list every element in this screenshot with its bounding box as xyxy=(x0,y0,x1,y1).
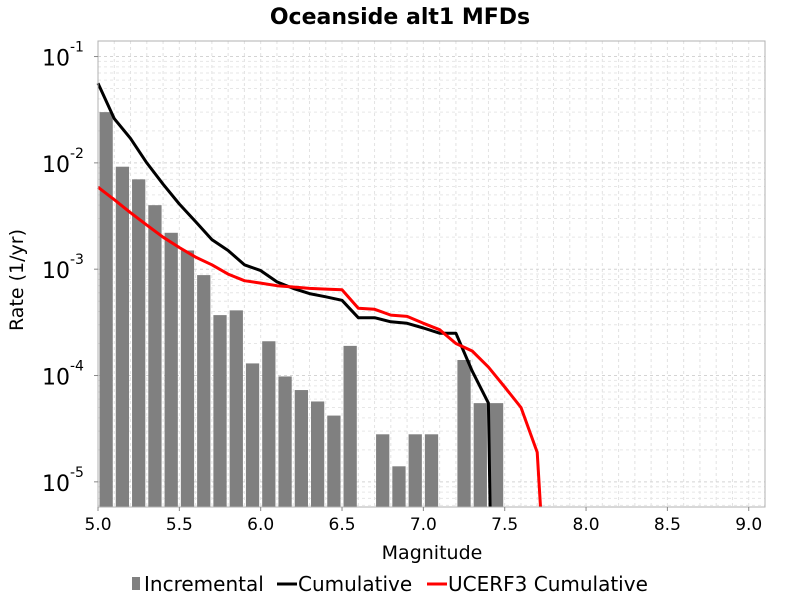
legend: Incremental Cumulative UCERF3 Cumulative xyxy=(132,572,648,596)
y-tick-label: 10 xyxy=(42,472,70,497)
incremental-bar xyxy=(424,434,439,507)
x-tick-label: 5.0 xyxy=(84,515,111,535)
x-tick-label: 6.0 xyxy=(247,515,274,535)
y-tick-label: 10 xyxy=(42,47,70,72)
incremental-bar xyxy=(376,434,390,507)
ucerf3-cumulative-line xyxy=(97,186,542,508)
x-axis-ticks: 5.0 5.5 6.0 6.5 7.0 7.5 8.0 8.5 9.0 xyxy=(84,507,762,535)
y-axis-label: Rate (1/yr) xyxy=(6,229,28,331)
y-tick-exponent: -4 xyxy=(70,359,84,375)
y-axis-ticks: 10-110-210-310-410-5 xyxy=(42,40,98,497)
incremental-bar xyxy=(148,205,162,508)
incremental-legend-swatch xyxy=(132,577,140,590)
x-tick-label: 9.0 xyxy=(735,515,762,535)
incremental-bars xyxy=(99,112,504,508)
chart-title: Oceanside alt1 MFDs xyxy=(270,5,530,30)
y-tick-label: 10 xyxy=(42,153,70,178)
x-tick-label: 7.5 xyxy=(491,515,518,535)
y-tick-label: 10 xyxy=(42,366,70,391)
incremental-bar xyxy=(327,415,341,507)
incremental-bar xyxy=(115,166,130,508)
incremental-legend-label: Incremental xyxy=(144,572,264,596)
x-tick-label: 7.0 xyxy=(410,515,437,535)
incremental-bar xyxy=(457,359,471,507)
y-tick-exponent: -2 xyxy=(70,146,84,162)
incremental-bar xyxy=(99,112,113,508)
x-tick-label: 8.0 xyxy=(573,515,600,535)
incremental-bar xyxy=(164,232,178,508)
incremental-bar xyxy=(213,315,227,507)
x-tick-label: 8.5 xyxy=(654,515,681,535)
incremental-bar xyxy=(197,275,211,507)
incremental-bar xyxy=(489,403,504,507)
incremental-bar xyxy=(294,390,308,507)
y-tick-exponent: -5 xyxy=(70,465,84,481)
x-tick-label: 5.5 xyxy=(166,515,193,535)
incremental-bar xyxy=(473,403,487,507)
incremental-bar xyxy=(180,250,195,508)
incremental-bar xyxy=(278,376,292,507)
incremental-bar xyxy=(343,345,357,507)
x-axis-label: Magnitude xyxy=(382,542,483,564)
incremental-bar xyxy=(229,310,243,507)
cumulative-line xyxy=(96,82,492,508)
incremental-bar xyxy=(245,363,260,507)
ucerf3-cumulative-legend-label: UCERF3 Cumulative xyxy=(448,572,648,596)
cumulative-lines xyxy=(96,82,542,508)
incremental-bar xyxy=(310,401,325,507)
incremental-bar xyxy=(262,341,276,507)
y-tick-exponent: -3 xyxy=(70,252,84,268)
y-tick-exponent: -1 xyxy=(70,40,84,56)
x-tick-label: 6.5 xyxy=(329,515,356,535)
plot-frame xyxy=(97,40,766,508)
incremental-bar xyxy=(392,466,406,507)
incremental-bar xyxy=(408,434,422,507)
incremental-bar xyxy=(132,179,146,507)
cumulative-legend-label: Cumulative xyxy=(298,572,412,596)
y-tick-label: 10 xyxy=(42,259,70,284)
